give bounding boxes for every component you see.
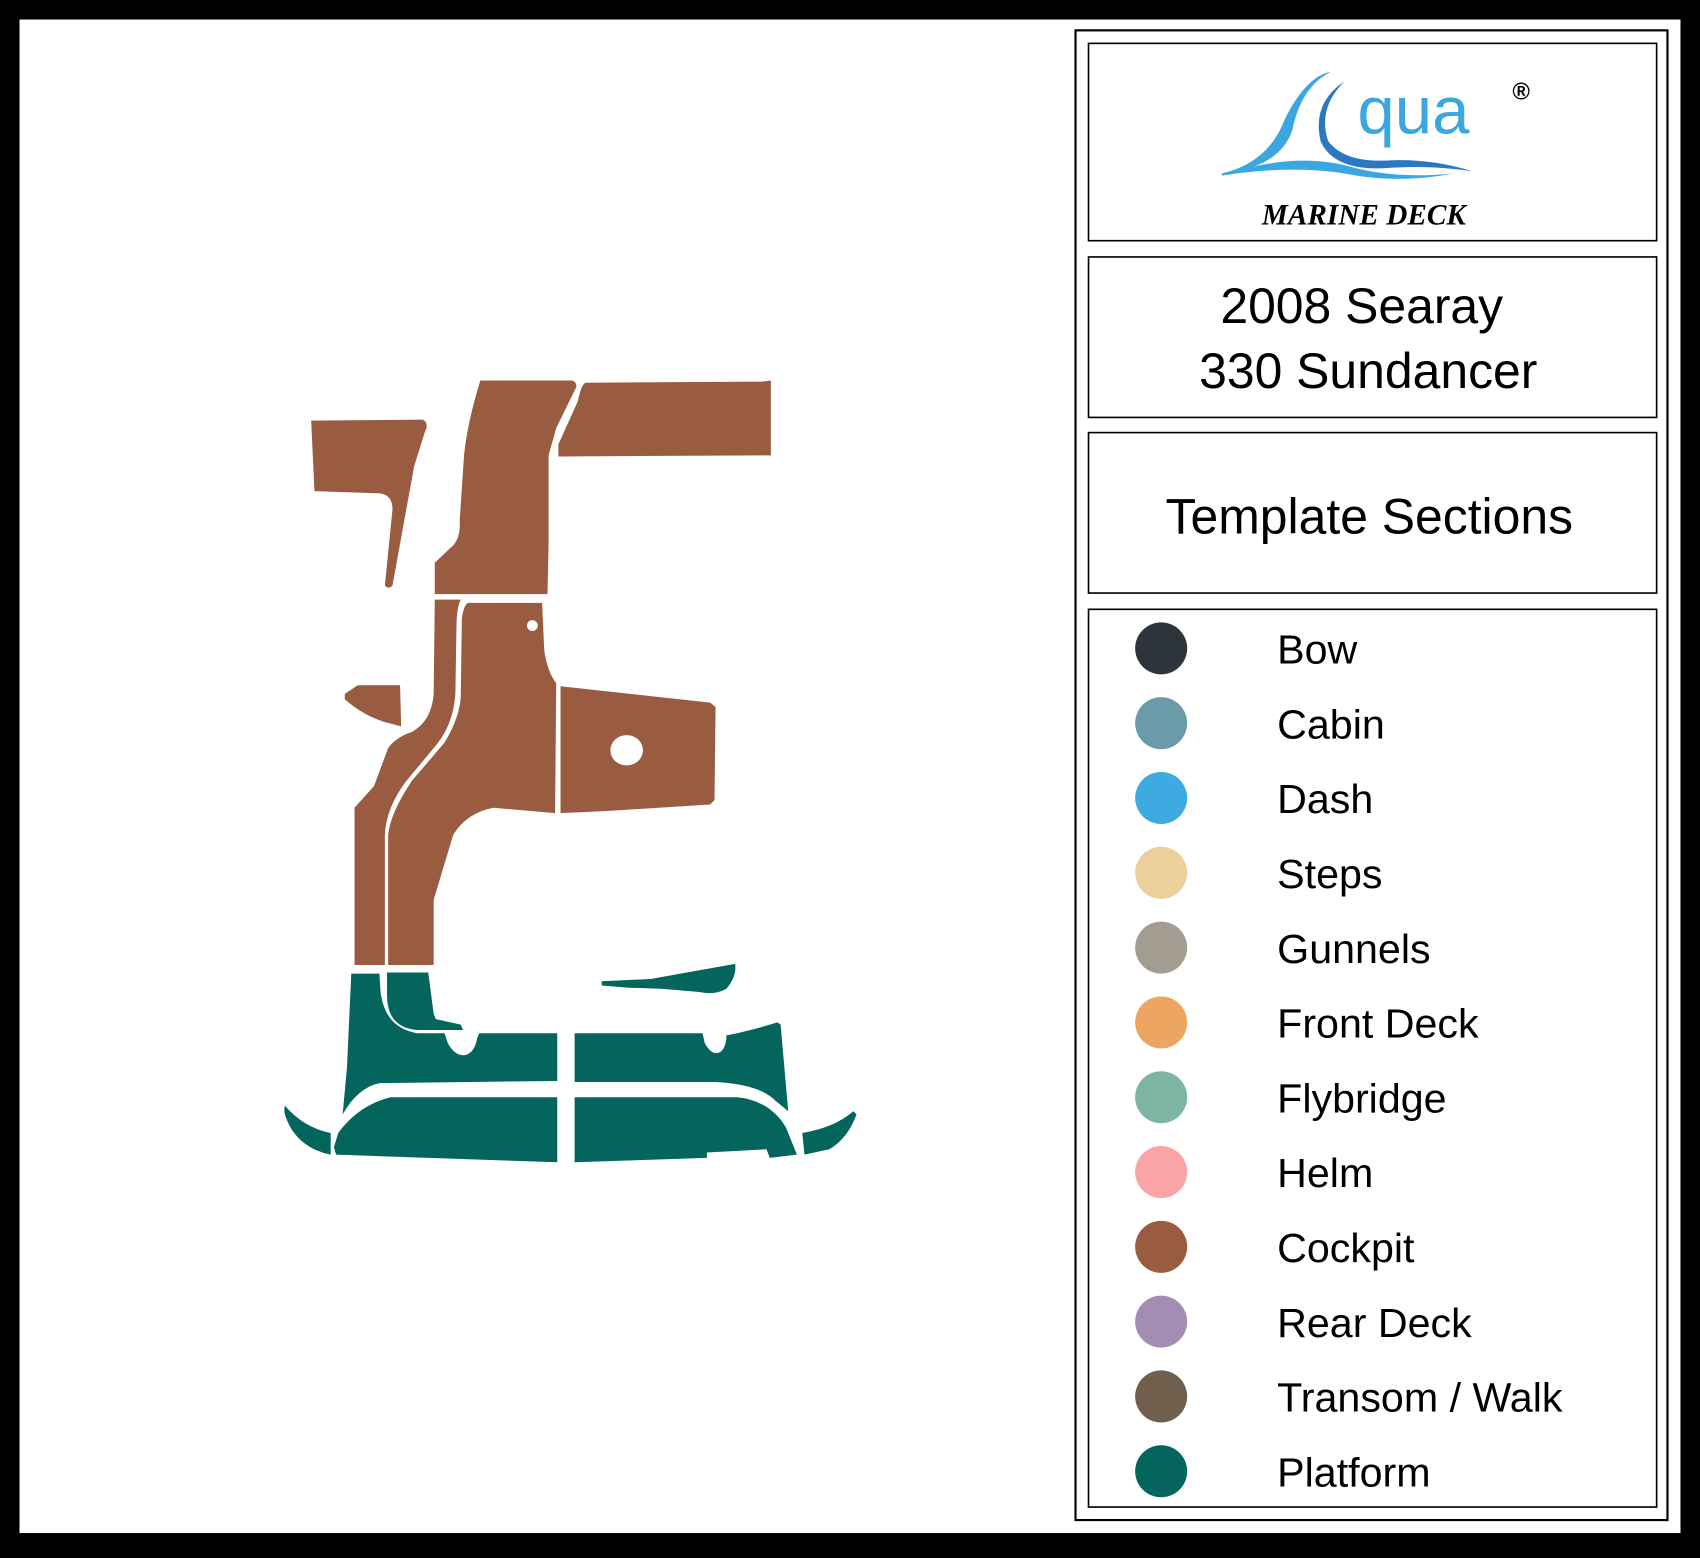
platform-piece-sliver — [601, 963, 736, 994]
legend-swatch — [1135, 921, 1188, 974]
legend-swatch — [1135, 697, 1188, 750]
platform-pieces — [284, 963, 857, 1163]
aqua-logo: qua ® MARINE DECK — [1221, 71, 1530, 231]
legend-swatch — [1135, 1370, 1188, 1423]
legend-label: Cockpit — [1277, 1225, 1415, 1271]
logo-wordmark: qua — [1357, 73, 1470, 148]
cockpit-piece-center — [388, 602, 557, 965]
legend-label: Gunnels — [1277, 926, 1430, 972]
legend-label: Transom / Walk — [1277, 1375, 1563, 1421]
sheet-background — [19, 19, 1681, 1534]
legend-swatch — [1135, 622, 1188, 675]
panel-border — [1074, 29, 1669, 1522]
legend-item: Gunnels — [1135, 921, 1431, 974]
legend-item: Transom / Walk — [1135, 1370, 1563, 1423]
platform-piece-right-upper — [574, 1022, 789, 1112]
logo-wave-light — [1221, 71, 1453, 179]
legend-swatch — [1135, 1445, 1188, 1498]
platform-piece-right-lower — [574, 1097, 797, 1163]
legend-item: Bow — [1135, 622, 1358, 675]
platform-piece-left-upper — [342, 973, 558, 1115]
info-panel: qua ® MARINE DECK 2008 Searay 330 Sundan… — [1074, 29, 1669, 1522]
legend-label: Platform — [1277, 1449, 1430, 1495]
legend-swatch — [1135, 996, 1188, 1049]
logo-box — [1087, 42, 1658, 242]
legend-swatch — [1135, 1295, 1188, 1348]
platform-piece-left-lower — [333, 1097, 558, 1163]
legend-swatch — [1135, 1220, 1188, 1273]
legend-label: Cabin — [1277, 701, 1385, 747]
platform-piece-right-wing — [802, 1111, 857, 1155]
legend-swatch — [1135, 1146, 1188, 1199]
deck-diagram — [284, 380, 857, 1163]
legend-item: Cockpit — [1135, 1220, 1415, 1273]
platform-piece-left-wing — [284, 1105, 331, 1155]
legend-label: Dash — [1277, 776, 1373, 822]
legend-swatch — [1135, 771, 1188, 824]
section-heading: Template Sections — [1166, 488, 1573, 544]
registered-mark: ® — [1512, 79, 1530, 106]
legend-item: Helm — [1135, 1146, 1373, 1199]
legend-label: Bow — [1277, 627, 1357, 673]
cockpit-pieces — [311, 380, 771, 965]
legend-item: Steps — [1135, 846, 1382, 899]
legend-label: Steps — [1277, 851, 1382, 897]
cockpit-piece-right-top — [558, 380, 771, 457]
legend: Bow Cabin Dash Steps Gunnels Front Deck Flybri… — [1135, 622, 1563, 1498]
legend-label: Helm — [1277, 1150, 1373, 1196]
cockpit-piece-center-top — [434, 380, 577, 595]
cockpit-piece-right-middle — [560, 686, 716, 814]
boat-year-make: 2008 Searay — [1220, 278, 1503, 334]
section-heading-box — [1087, 431, 1658, 594]
logo-wave-dark — [1318, 81, 1473, 172]
legend-swatch — [1135, 846, 1188, 899]
legend-swatch — [1135, 1071, 1188, 1124]
cockpit-piece-small-left — [344, 685, 402, 727]
legend-item: Dash — [1135, 771, 1373, 824]
boat-model: 330 Sundancer — [1199, 343, 1537, 399]
cockpit-piece-long-left — [354, 599, 461, 965]
legend-label: Flybridge — [1277, 1075, 1446, 1121]
cockpit-piece-left-top — [311, 419, 427, 588]
legend-item: Front Deck — [1135, 996, 1479, 1049]
logo-tagline: MARINE DECK — [1261, 199, 1469, 231]
legend-item: Platform — [1135, 1445, 1431, 1498]
legend-item: Rear Deck — [1135, 1295, 1472, 1348]
legend-label: Rear Deck — [1277, 1300, 1472, 1346]
legend-item: Cabin — [1135, 697, 1385, 750]
legend-item: Flybridge — [1135, 1071, 1447, 1124]
legend-box — [1087, 608, 1658, 1508]
platform-piece-step — [387, 972, 463, 1030]
boat-title-box — [1087, 256, 1658, 419]
legend-label: Front Deck — [1277, 1001, 1479, 1047]
